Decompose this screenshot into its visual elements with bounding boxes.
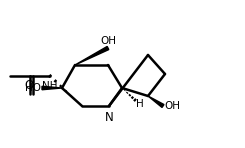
Text: NH: NH xyxy=(42,81,58,91)
Text: OH: OH xyxy=(164,101,180,111)
Text: N: N xyxy=(105,111,113,124)
Polygon shape xyxy=(75,46,109,65)
Text: H: H xyxy=(136,99,144,109)
Polygon shape xyxy=(148,96,164,107)
Text: OH: OH xyxy=(100,36,116,46)
Polygon shape xyxy=(42,86,62,90)
Text: O: O xyxy=(24,79,34,92)
Text: HO: HO xyxy=(25,83,41,93)
